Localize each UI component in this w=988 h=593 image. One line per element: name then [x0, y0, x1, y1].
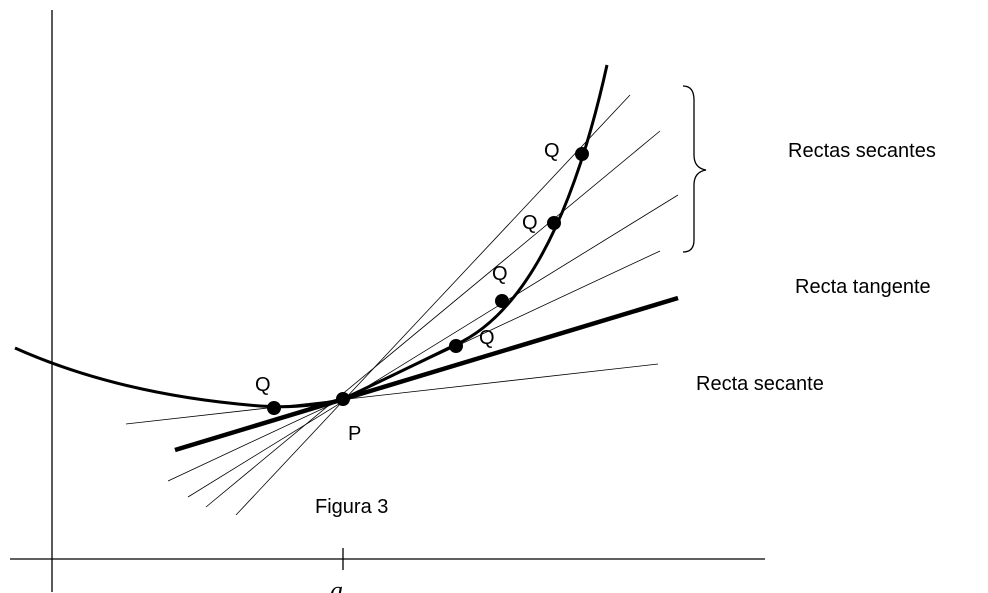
x-axis-tick-label: a	[330, 576, 343, 593]
figure-label: Figura 3	[315, 496, 388, 518]
secant-line-3	[187, 194, 679, 498]
point-q-4-label: Q	[479, 327, 495, 349]
function-curve	[14, 64, 609, 409]
secant-group-brace	[682, 85, 707, 253]
point-q-1-label: Q	[544, 140, 560, 162]
point-q-2-label: Q	[522, 212, 538, 234]
points	[267, 147, 589, 415]
secant-lines-group-label: Rectas secantes	[788, 140, 936, 162]
secant-lines	[125, 94, 679, 516]
point-q-3	[495, 294, 509, 308]
point-p-label: P	[348, 423, 361, 445]
point-q-4	[449, 339, 463, 353]
secant-line-1	[235, 94, 631, 516]
point-q-1	[575, 147, 589, 161]
secant-line-5	[125, 363, 659, 425]
point-q-3-label: Q	[492, 263, 508, 285]
tangent-line	[174, 295, 679, 453]
secant-line-2	[205, 130, 661, 508]
single-secant-label: Recta secante	[696, 373, 824, 395]
point-q-2	[547, 216, 561, 230]
point-p	[336, 392, 350, 406]
tangent-line-label: Recta tangente	[795, 276, 931, 298]
point-q-5-label: Q	[255, 374, 271, 396]
point-q-5	[267, 401, 281, 415]
